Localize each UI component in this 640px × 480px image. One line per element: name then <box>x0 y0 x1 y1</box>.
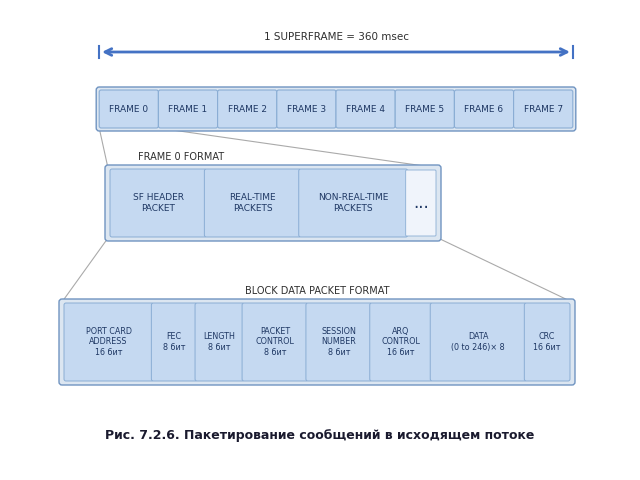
Text: 1 SUPERFRAME = 360 msec: 1 SUPERFRAME = 360 msec <box>264 32 408 42</box>
Text: ARQ
CONTROL
16 бит: ARQ CONTROL 16 бит <box>381 327 420 357</box>
Text: PACKET
CONTROL
8 бит: PACKET CONTROL 8 бит <box>255 327 294 357</box>
FancyBboxPatch shape <box>370 303 432 381</box>
Text: FRAME 3: FRAME 3 <box>287 105 326 113</box>
Text: FRAME 4: FRAME 4 <box>346 105 385 113</box>
Text: SESSION
NUMBER
8 бит: SESSION NUMBER 8 бит <box>321 327 356 357</box>
Text: DATA
(0 to 246)× 8: DATA (0 to 246)× 8 <box>451 332 505 352</box>
Text: PORT CARD
ADDRESS
16 бит: PORT CARD ADDRESS 16 бит <box>86 327 132 357</box>
Text: REAL-TIME
PACKETS: REAL-TIME PACKETS <box>229 193 276 213</box>
FancyBboxPatch shape <box>218 90 277 128</box>
FancyBboxPatch shape <box>306 303 372 381</box>
FancyBboxPatch shape <box>524 303 570 381</box>
Text: FRAME 0 FORMAT: FRAME 0 FORMAT <box>138 152 224 162</box>
FancyBboxPatch shape <box>64 303 154 381</box>
FancyBboxPatch shape <box>277 90 336 128</box>
FancyBboxPatch shape <box>195 303 244 381</box>
FancyBboxPatch shape <box>99 90 159 128</box>
Text: FRAME 0: FRAME 0 <box>109 105 148 113</box>
Text: FRAME 1: FRAME 1 <box>168 105 207 113</box>
FancyBboxPatch shape <box>514 90 573 128</box>
FancyBboxPatch shape <box>105 165 441 241</box>
FancyBboxPatch shape <box>396 90 454 128</box>
FancyBboxPatch shape <box>406 170 436 236</box>
FancyBboxPatch shape <box>336 90 396 128</box>
Text: FRAME 2: FRAME 2 <box>228 105 267 113</box>
Text: FEC
8 бит: FEC 8 бит <box>163 332 186 352</box>
FancyBboxPatch shape <box>454 90 514 128</box>
Text: FRAME 5: FRAME 5 <box>405 105 444 113</box>
FancyBboxPatch shape <box>159 90 218 128</box>
FancyBboxPatch shape <box>242 303 308 381</box>
FancyBboxPatch shape <box>204 169 301 237</box>
Text: LENGTH
8 бит: LENGTH 8 бит <box>204 332 236 352</box>
Text: FRAME 7: FRAME 7 <box>524 105 563 113</box>
Text: FRAME 6: FRAME 6 <box>465 105 504 113</box>
FancyBboxPatch shape <box>59 299 575 385</box>
Text: NON-REAL-TIME
PACKETS: NON-REAL-TIME PACKETS <box>318 193 388 213</box>
FancyBboxPatch shape <box>152 303 197 381</box>
Text: Рис. 7.2.6. Пакетирование сообщений в исходящем потоке: Рис. 7.2.6. Пакетирование сообщений в ис… <box>106 429 534 442</box>
Text: CRC
16 бит: CRC 16 бит <box>533 332 561 352</box>
FancyBboxPatch shape <box>96 87 576 131</box>
Text: BLOCK DATA PACKET FORMAT: BLOCK DATA PACKET FORMAT <box>244 286 389 296</box>
FancyBboxPatch shape <box>110 169 206 237</box>
Text: SF HEADER
PACKET: SF HEADER PACKET <box>132 193 184 213</box>
FancyBboxPatch shape <box>299 169 408 237</box>
FancyBboxPatch shape <box>430 303 526 381</box>
Text: ...: ... <box>413 194 429 212</box>
